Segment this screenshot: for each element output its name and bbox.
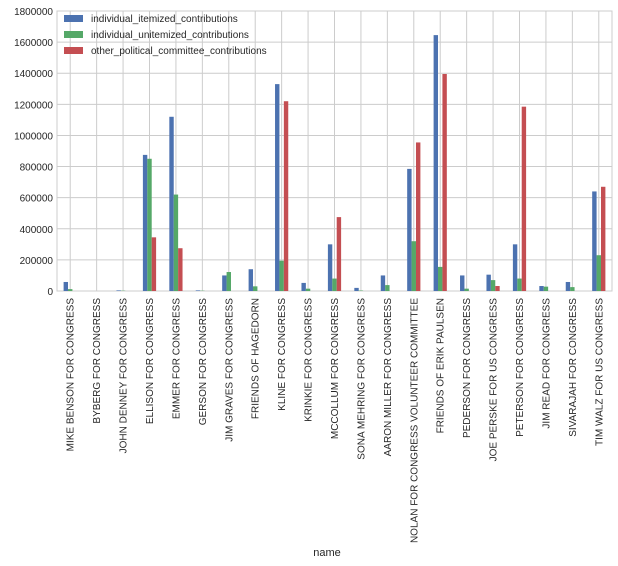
bar-individual-itemized-contributions [169, 116, 174, 292]
bar-individual-unitemized-contributions [490, 280, 496, 291]
x-tick-label: MIKE BENSON FOR CONGRESS [66, 298, 77, 452]
y-tick-label: 1000000 [14, 131, 53, 142]
bar-individual-itemized-contributions [460, 275, 465, 291]
bar-other-political-committee-contributions [283, 101, 289, 291]
y-tick-label: 600000 [20, 194, 54, 205]
x-tick-label: BYBERG FOR CONGRESS [92, 298, 103, 424]
bar-individual-itemized-contributions [301, 282, 306, 291]
y-tick-label: 0 [47, 287, 53, 298]
x-tick-label: JOHN DENNEY FOR CONGRESS [119, 298, 130, 454]
bar-individual-itemized-contributions [248, 269, 254, 291]
bar-individual-itemized-contributions [592, 191, 597, 291]
bar-individual-unitemized-contributions [411, 241, 416, 291]
bar-individual-itemized-contributions [486, 274, 491, 291]
bar-individual-unitemized-contributions [305, 288, 311, 291]
bar-individual-itemized-contributions [275, 84, 280, 291]
legend-entry: individual_unitemized_contributions [91, 30, 249, 41]
x-tick-label: JIM READ FOR CONGRESS [541, 298, 552, 429]
bar-individual-itemized-contributions [380, 275, 386, 291]
bar-individual-itemized-contributions [222, 275, 227, 291]
x-tick-label: NOLAN FOR CONGRESS VOLUNTEER COMMITTEE [409, 298, 420, 543]
bar-individual-itemized-contributions [354, 287, 359, 291]
x-tick-label: SIVARAJAH FOR CONGRESS [568, 298, 579, 437]
bar-other-political-committee-contributions [495, 286, 500, 291]
bar-individual-itemized-contributions [565, 281, 571, 291]
legend-entry: individual_itemized_contributions [91, 14, 238, 25]
bar-individual-unitemized-contributions [68, 289, 73, 291]
bar-individual-unitemized-contributions [147, 158, 152, 291]
x-tick-label: AARON MILLER FOR CONGRESS [383, 298, 394, 457]
bar-individual-unitemized-contributions [226, 272, 231, 291]
legend-swatch [64, 15, 83, 22]
x-tick-label: JOE PERSKE FOR US CONGRESS [489, 298, 500, 462]
x-tick-label: EMMER FOR CONGRESS [171, 298, 182, 419]
bar-individual-itemized-contributions [116, 290, 121, 291]
y-tick-label: 1200000 [14, 100, 53, 111]
bar-other-political-committee-contributions [521, 106, 527, 292]
bar-individual-unitemized-contributions [279, 260, 284, 291]
bar-individual-unitemized-contributions [438, 266, 443, 291]
bar-individual-itemized-contributions [433, 35, 439, 291]
y-tick-label: 1800000 [14, 7, 53, 18]
bar-other-political-committee-contributions [600, 186, 606, 291]
y-tick-label: 200000 [20, 256, 54, 267]
legend-swatch [64, 31, 83, 38]
x-tick-label: ELLISON FOR CONGRESS [145, 298, 156, 424]
bar-other-political-committee-contributions [442, 74, 447, 291]
bar-individual-unitemized-contributions [173, 194, 179, 291]
x-tick-label: JIM GRAVES FOR CONGRESS [224, 298, 235, 442]
bar-individual-itemized-contributions [407, 168, 412, 291]
bar-other-political-committee-contributions [178, 248, 183, 291]
bar-other-political-committee-contributions [336, 217, 342, 291]
y-tick-label: 400000 [20, 225, 54, 236]
x-tick-labels: MIKE BENSON FOR CONGRESS BYBERG FOR CONGR… [66, 298, 606, 543]
x-tick-label: TIM WALZ FOR US CONGRESS [594, 298, 605, 446]
y-tick-labels: 0 200000 400000 600000 800000 1000000 1200000 1… [14, 7, 53, 298]
x-tick-label: GERSON FOR CONGRESS [198, 298, 209, 426]
bar-individual-unitemized-contributions [543, 286, 549, 291]
legend: individual_itemized_contributionsindivid… [64, 14, 267, 57]
bar-individual-itemized-contributions [63, 281, 69, 291]
bar-individual-unitemized-contributions [464, 288, 469, 291]
bar-other-political-committee-contributions [415, 142, 421, 291]
y-tick-label: 800000 [20, 163, 54, 174]
y-tick-label: 1600000 [14, 38, 53, 49]
x-tick-label: KLINE FOR CONGRESS [277, 298, 288, 411]
y-tick-label: 1400000 [14, 69, 53, 80]
bar-individual-unitemized-contributions [596, 255, 601, 291]
x-tick-label: SONA MEHRING FOR CONGRESS [356, 298, 367, 460]
x-tick-label: KRINKIE FOR CONGRESS [304, 298, 315, 422]
x-tick-label: FRIENDS OF HAGEDORN [251, 298, 262, 419]
x-axis-label: name [313, 547, 341, 559]
x-tick-label: PETERSON FOR CONGRESS [515, 298, 526, 437]
bar-individual-unitemized-contributions [385, 285, 390, 291]
x-tick-label: PEDERSON FOR CONGRESS [462, 298, 473, 438]
bar-individual-unitemized-contributions [570, 287, 575, 291]
bar-individual-itemized-contributions [512, 244, 518, 291]
legend-swatch [64, 47, 83, 54]
bar-individual-itemized-contributions [195, 290, 201, 291]
bar-individual-itemized-contributions [327, 244, 333, 291]
legend-entry: other_political_committee_contributions [91, 46, 267, 57]
x-tick-label: MCCOLLUM FOR CONGRESS [330, 298, 341, 439]
bar-individual-itemized-contributions [539, 286, 544, 291]
bar-individual-unitemized-contributions [517, 278, 522, 291]
bars [63, 35, 606, 292]
bar-other-political-committee-contributions [151, 237, 157, 291]
bar-individual-unitemized-contributions [253, 286, 258, 291]
bar-individual-unitemized-contributions [332, 278, 337, 291]
bar-individual-itemized-contributions [142, 154, 148, 291]
x-tick-label: FRIENDS OF ERIK PAULSEN [436, 298, 447, 433]
